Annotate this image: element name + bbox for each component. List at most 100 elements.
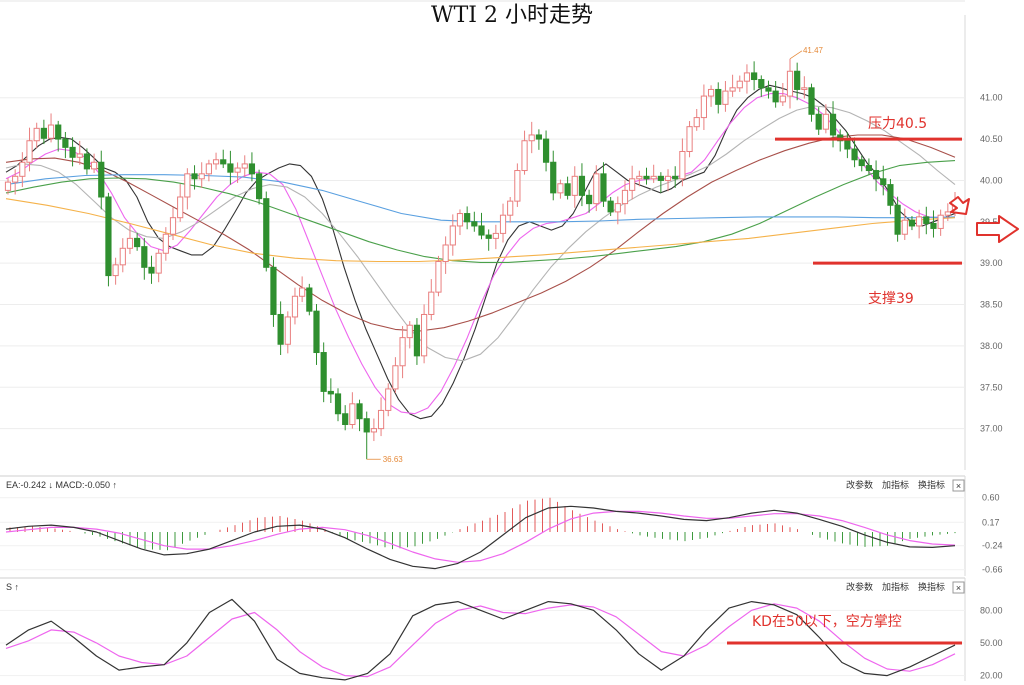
- candle-body-up: [729, 87, 736, 92]
- candle: [76, 140, 83, 165]
- candle-body-down: [464, 213, 471, 223]
- kd-switch-indicator-button[interactable]: 换指标: [918, 581, 945, 592]
- macd-close-icon[interactable]: ×: [956, 481, 961, 491]
- macd-y-ticks: 0.60 0.17 -0.24 -0.66: [982, 493, 1003, 575]
- candle: [499, 203, 507, 243]
- candle: [155, 249, 162, 283]
- candle: [607, 197, 614, 217]
- candle: [664, 169, 672, 192]
- candle: [844, 132, 851, 159]
- candle-body-down: [306, 287, 313, 312]
- candle: [650, 164, 657, 183]
- candle: [507, 197, 514, 223]
- candle-body-down: [263, 198, 270, 268]
- candle-body-down: [327, 390, 334, 395]
- candle: [758, 75, 765, 97]
- candle: [4, 177, 12, 195]
- candle-body-down: [880, 178, 887, 186]
- candle: [657, 172, 664, 193]
- candle: [112, 257, 119, 285]
- candle-body-up: [435, 261, 442, 293]
- candle: [686, 121, 693, 158]
- candle: [923, 206, 930, 235]
- candle-body-up: [4, 181, 12, 191]
- candle: [428, 279, 435, 321]
- candle-body-down: [851, 148, 858, 161]
- candle-body-down: [578, 175, 586, 196]
- high-marker-line: [789, 50, 803, 60]
- candle-body-down: [270, 266, 277, 315]
- candle-body-down: [607, 200, 614, 213]
- price-tick-label: 39.00: [980, 258, 1003, 268]
- macd-add-indicator-button[interactable]: 加指标: [882, 479, 909, 490]
- candle-body-up: [456, 213, 464, 227]
- candle: [442, 236, 449, 274]
- candle-body-up: [205, 163, 212, 175]
- candle-body-down: [794, 70, 801, 90]
- candle: [851, 137, 858, 168]
- candle: [205, 159, 212, 182]
- candle: [399, 326, 406, 379]
- candle-body-down: [894, 204, 901, 235]
- candle-body-up: [299, 287, 306, 297]
- kd-panel: S ↑ 改参数 加指标 换指标 × 80.00 50.00 20.00 KD在50以…: [0, 577, 1003, 681]
- candle: [901, 208, 908, 241]
- candle: [40, 119, 47, 145]
- candle: [270, 257, 277, 327]
- candle: [26, 127, 33, 172]
- candle-body-up: [19, 161, 26, 177]
- candle-body-down: [887, 184, 894, 206]
- kd-change-params-button[interactable]: 改参数: [846, 581, 873, 592]
- candle: [241, 155, 248, 178]
- candle-body-down: [478, 225, 485, 236]
- price-tick-label: 39.50: [980, 217, 1003, 227]
- price-tick-label: 41.00: [980, 93, 1003, 103]
- candle: [255, 169, 263, 205]
- kd-close-icon[interactable]: ×: [956, 583, 961, 593]
- price-tick-label: 37.50: [980, 382, 1003, 392]
- macd-change-params-button[interactable]: 改参数: [846, 479, 873, 490]
- macd-switch-indicator-button[interactable]: 换指标: [918, 479, 945, 490]
- macd-close-box[interactable]: [952, 479, 965, 492]
- candle-body-up: [234, 167, 241, 173]
- candle-body-down: [255, 173, 263, 200]
- right-arrow-icon: [976, 215, 1019, 243]
- candle-body-up: [241, 163, 248, 169]
- candle-body-down: [62, 138, 69, 148]
- kd-close-box[interactable]: [952, 581, 965, 594]
- candle-body-up: [406, 324, 413, 339]
- candle: [456, 209, 464, 236]
- kd-lines: [5, 598, 956, 681]
- candle: [47, 113, 55, 143]
- candle-body-up: [198, 173, 205, 180]
- candle-body-up: [392, 365, 399, 390]
- candle-body-up: [291, 295, 299, 318]
- candle-body-up: [614, 203, 621, 213]
- candle-body-up: [492, 232, 499, 239]
- candle: [679, 138, 686, 187]
- candle-body-down: [69, 146, 76, 158]
- candle-body-down: [872, 170, 880, 180]
- candle-body-up: [112, 264, 119, 277]
- candle: [672, 166, 679, 188]
- candle-body-up: [12, 175, 19, 183]
- candle: [33, 122, 40, 149]
- ma-line-green: [5, 160, 956, 263]
- kd-tick-label: 20.00: [980, 671, 1003, 681]
- macd-tick-label: 0.17: [982, 517, 1000, 527]
- candle: [908, 216, 916, 231]
- ma-line-orange: [5, 198, 956, 263]
- kd-add-indicator-button[interactable]: 加指标: [882, 581, 909, 592]
- candle-body-down: [772, 90, 779, 103]
- candle: [736, 75, 743, 92]
- candle-body-up: [693, 117, 700, 128]
- candle: [614, 196, 621, 225]
- candle-body-up: [736, 80, 743, 89]
- candle-body-up: [593, 173, 600, 205]
- candle: [69, 137, 76, 167]
- candle: [277, 301, 284, 356]
- candle-body-up: [155, 252, 162, 274]
- candle: [90, 153, 98, 174]
- candle-body-down: [586, 194, 593, 205]
- macd-tick-label: -0.24: [982, 541, 1003, 551]
